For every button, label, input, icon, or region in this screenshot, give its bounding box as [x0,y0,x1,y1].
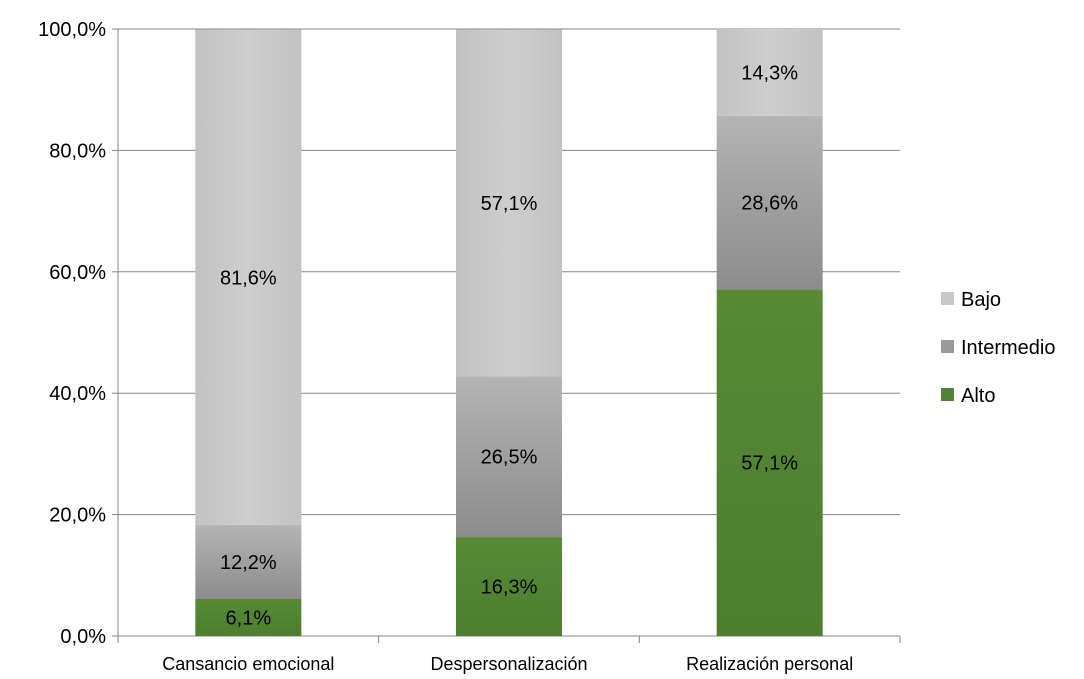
x-category-label: Realización personal [686,654,853,674]
y-tick-label: 40,0% [49,383,106,405]
data-label: 6,1% [226,607,272,629]
bar-segment-alto [456,537,562,636]
data-label: 12,2% [220,552,277,574]
legend-label: Intermedio [961,337,1056,359]
bar-segment-bajo [716,29,823,116]
legend-swatch-intermedio [941,340,954,353]
legend: Bajo Intermedio Alto [941,289,1056,407]
bar-segment-alto [716,289,823,636]
legend-swatch-bajo [941,292,954,305]
bar-segment-bajo [456,29,562,377]
y-tick-label: 60,0% [49,262,106,284]
data-label: 26,5% [481,447,538,469]
data-label: 14,3% [741,62,798,84]
data-label: 16,3% [481,577,538,599]
x-category-label: Despersonalización [430,654,587,674]
y-tick-label: 0,0% [60,626,106,648]
legend-swatch-alto [941,388,954,401]
bar-segment-intermedio [456,376,562,538]
bar-segment-alto [195,598,302,636]
data-label: 28,6% [741,193,798,215]
data-label: 57,1% [741,453,798,475]
y-tick-label: 80,0% [49,140,106,162]
legend-label: Alto [961,385,995,407]
data-label: 81,6% [220,267,277,289]
data-label: 57,1% [481,193,538,215]
bar-segment-intermedio [195,524,302,599]
bars [195,29,823,636]
bar-segment-bajo [195,29,302,525]
data-labels: 6,1% 12,2% 81,6% 16,3% 26,5% 57,1% 57,1% 28,6% 1… [220,62,798,629]
y-tick-label: 100,0% [38,19,106,41]
legend-label: Bajo [961,289,1001,311]
bar-segment-intermedio [716,115,823,290]
y-tick-label: 20,0% [49,505,106,527]
x-category-label: Cansancio emocional [162,654,334,674]
